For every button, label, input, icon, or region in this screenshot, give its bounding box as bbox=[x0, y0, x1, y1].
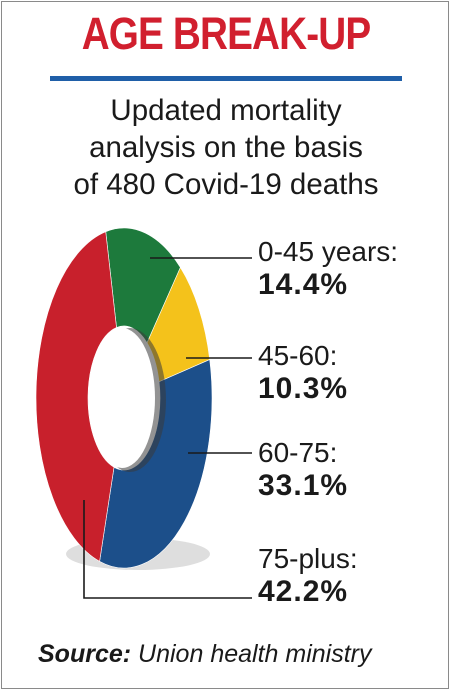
donut-slice-3 bbox=[35, 231, 117, 562]
source-note: Source: Union health ministry bbox=[38, 640, 371, 669]
subtitle-line-1: Updated mortality bbox=[110, 94, 342, 127]
label-group-60-75: 60-75: 33.1% bbox=[258, 437, 348, 503]
source-label: Source: bbox=[38, 640, 132, 668]
subtitle-line-3: of 480 Covid-19 deaths bbox=[73, 168, 379, 201]
donut-hole bbox=[89, 328, 155, 468]
label-group-45-60: 45-60: 10.3% bbox=[258, 340, 348, 406]
value-label: 14.4% bbox=[258, 268, 349, 301]
category-label: 75-plus: bbox=[258, 543, 358, 574]
label-group-75-plus: 75-plus: 42.2% bbox=[258, 543, 358, 609]
value-label: 33.1% bbox=[258, 469, 349, 502]
source-text: Union health ministry bbox=[138, 640, 372, 668]
label-group-0-45: 0-45 years: 14.4% bbox=[258, 236, 398, 302]
donut-slice-0 bbox=[105, 227, 181, 344]
title-underline bbox=[50, 76, 402, 81]
value-label: 42.2% bbox=[258, 575, 349, 608]
category-label: 45-60: bbox=[258, 340, 338, 371]
category-label: 60-75: bbox=[258, 437, 338, 468]
category-label: 0-45 years: bbox=[258, 236, 399, 267]
subtitle: Updated mortality analysis on the basis … bbox=[2, 92, 450, 203]
value-label: 10.3% bbox=[258, 372, 349, 405]
leader-line-3 bbox=[83, 500, 252, 599]
infographic-title: AGE BREAK-UP bbox=[81, 8, 371, 59]
subtitle-line-2: analysis on the basis bbox=[89, 131, 363, 164]
